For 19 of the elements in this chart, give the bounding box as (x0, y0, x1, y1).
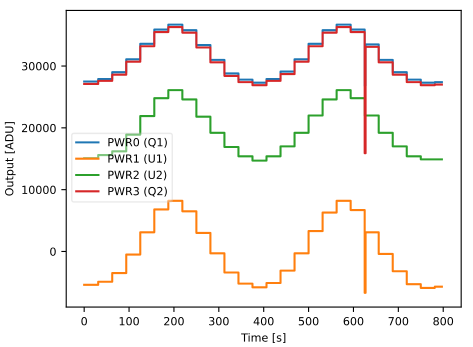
y-axis-title: Output [ADU] (4, 122, 16, 196)
x-tick-label: 800 (433, 317, 454, 326)
x-tick-label: 600 (344, 317, 364, 326)
legend-label: PWR3 (Q2) (108, 186, 167, 197)
x-tick-label: 0 (81, 317, 87, 326)
y-tick-label: 10000 (22, 186, 56, 194)
x-tick-label: 300 (209, 317, 229, 326)
y-tick-label: 30000 (22, 62, 56, 70)
legend-label: PWR0 (Q1) (108, 138, 167, 148)
legend-label: PWR1 (U1) (108, 154, 166, 164)
y-tick-label: 20000 (22, 124, 56, 132)
x-axis-title: Time [s] (241, 333, 286, 344)
x-tick-label: 400 (254, 317, 274, 326)
x-tick-label: 200 (164, 317, 184, 326)
x-tick-label: 700 (388, 317, 408, 326)
y-tick-label: 0 (50, 247, 56, 256)
x-tick-label: 100 (120, 317, 139, 326)
x-tick-label: 500 (298, 317, 318, 326)
legend-label: PWR2 (U2) (108, 170, 166, 180)
